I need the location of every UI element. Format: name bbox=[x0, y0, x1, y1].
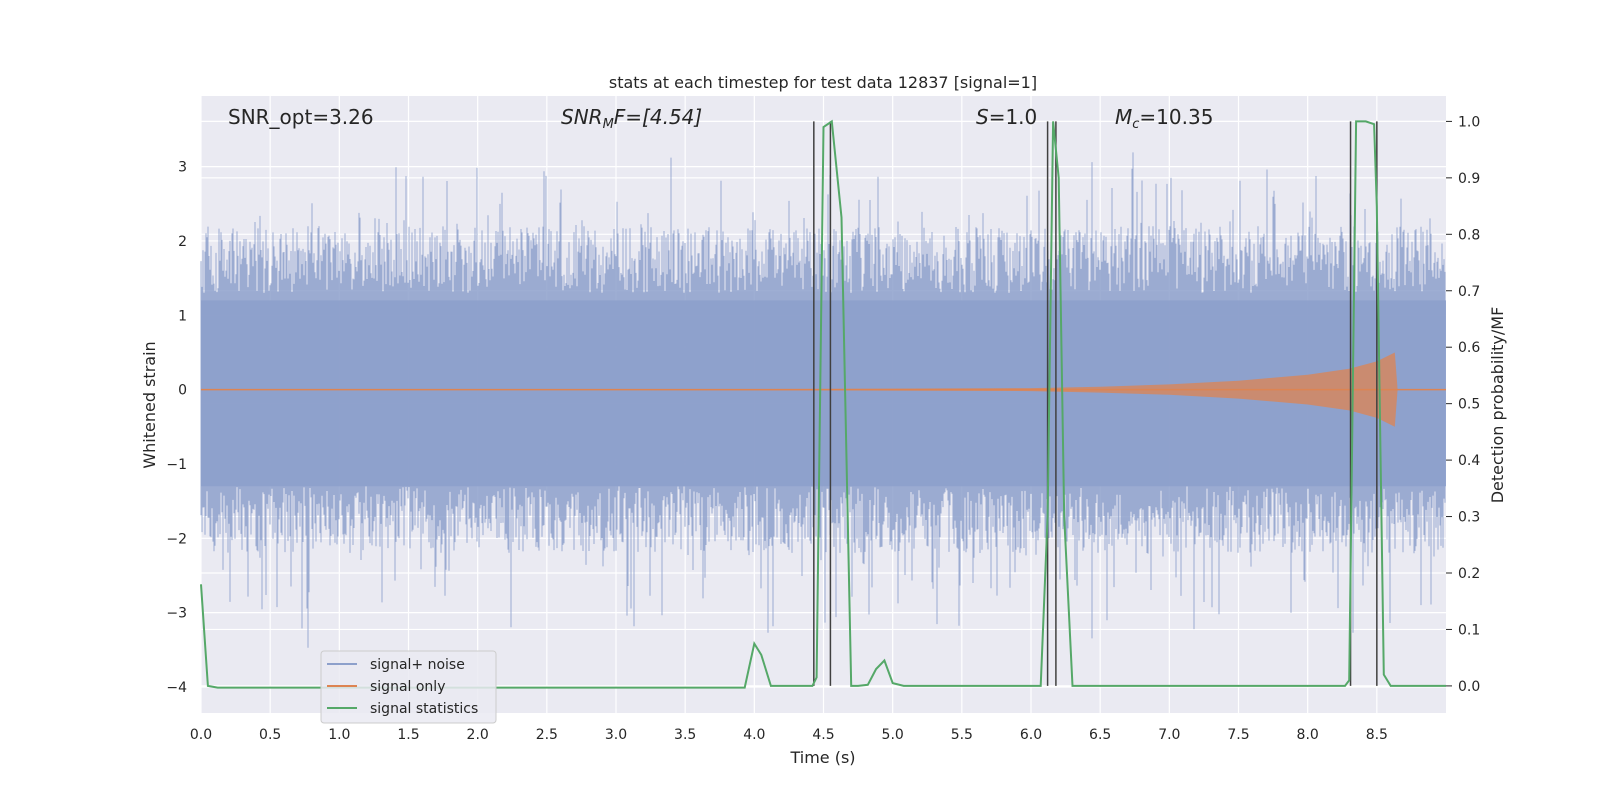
mc-value: =10.35 bbox=[1139, 105, 1213, 129]
right-y-tick-label: 0.9 bbox=[1458, 171, 1480, 187]
left-y-tick-label: −2 bbox=[166, 531, 187, 547]
x-tick-label: 6.0 bbox=[1020, 727, 1042, 743]
right-y-tick-label: 0.6 bbox=[1458, 340, 1480, 356]
x-tick-label: 3.5 bbox=[674, 727, 696, 743]
x-tick-label: 5.5 bbox=[951, 727, 973, 743]
right-y-tick-labels: 0.0 0.1 0.2 0.3 0.4 0.5 0.6 0.7 0.8 0.9 1.0 bbox=[1446, 114, 1480, 695]
x-tick-labels: 0.0 0.5 1.0 1.5 2.0 2.5 3.0 3.5 4.0 4.5 5.0 5.5 6.0 6… bbox=[190, 727, 1388, 743]
legend: signal+ noise signal only signal statist… bbox=[320, 650, 497, 724]
left-y-tick-label: 0 bbox=[178, 383, 187, 399]
right-y-tick-label: 0.7 bbox=[1458, 284, 1480, 300]
left-y-tick-label: 1 bbox=[178, 308, 187, 324]
x-tick-label: 7.0 bbox=[1158, 727, 1180, 743]
x-tick-label: 3.0 bbox=[605, 727, 627, 743]
right-y-tick-label: 1.0 bbox=[1458, 114, 1480, 130]
x-tick-label: 5.0 bbox=[882, 727, 904, 743]
left-y-tick-label: 3 bbox=[178, 160, 187, 176]
signal-statistics-series bbox=[200, 119, 1446, 689]
snr-opt-annotation: SNR_opt=3.26 bbox=[228, 105, 374, 129]
snr-mf-rest-f: F=[4.54] bbox=[614, 105, 702, 129]
mc-symbol: M bbox=[1115, 105, 1132, 129]
x-tick-label: 7.5 bbox=[1227, 727, 1249, 743]
right-y-tick-label: 0.2 bbox=[1458, 566, 1480, 582]
s-value: =1.0 bbox=[989, 105, 1038, 129]
x-tick-label: 1.0 bbox=[328, 727, 350, 743]
left-y-tick-label: −4 bbox=[166, 680, 187, 696]
x-tick-label: 6.5 bbox=[1089, 727, 1111, 743]
right-y-tick-label: 0.0 bbox=[1458, 679, 1480, 695]
right-y-tick-label: 0.5 bbox=[1458, 397, 1480, 413]
x-tick-label: 2.0 bbox=[467, 727, 489, 743]
mc-annotation: Mc=10.35 bbox=[1115, 105, 1213, 132]
left-y-tick-label: −3 bbox=[166, 606, 187, 622]
signal-only-series bbox=[201, 352, 1446, 427]
chart-title: stats at each timestep for test data 128… bbox=[609, 73, 1037, 92]
s-annotation: S=1.0 bbox=[976, 105, 1037, 129]
x-tick-label: 0.0 bbox=[190, 727, 212, 743]
snr-mf-annotation: SNRMF=[4.54] bbox=[561, 105, 702, 132]
x-tick-label: 0.5 bbox=[259, 727, 281, 743]
x-tick-label: 1.5 bbox=[397, 727, 419, 743]
legend-label-stats: signal statistics bbox=[370, 701, 478, 717]
x-tick-label: 2.5 bbox=[536, 727, 558, 743]
left-y-tick-label: −1 bbox=[166, 457, 187, 473]
x-tick-label: 4.5 bbox=[812, 727, 834, 743]
left-y-axis-label: Whitened strain bbox=[140, 341, 159, 468]
x-tick-label: 8.0 bbox=[1297, 727, 1319, 743]
right-y-axis-label: Detection probability/MF bbox=[1488, 307, 1507, 504]
legend-box bbox=[320, 650, 497, 724]
snr-mf-main: SNR bbox=[561, 105, 603, 129]
right-y-tick-label: 0.8 bbox=[1458, 227, 1480, 243]
statistics-line bbox=[200, 119, 1446, 689]
left-y-tick-labels: −4 −3 −2 −1 0 1 2 3 bbox=[166, 160, 187, 696]
legend-label-noise: signal+ noise bbox=[370, 657, 465, 673]
snr-mf-sub: M bbox=[603, 117, 614, 132]
legend-label-signal: signal only bbox=[370, 679, 445, 695]
right-y-tick-label: 0.3 bbox=[1458, 510, 1480, 526]
s-symbol: S bbox=[976, 105, 989, 129]
x-axis-label: Time (s) bbox=[789, 748, 855, 767]
x-tick-label: 8.5 bbox=[1366, 727, 1388, 743]
x-tick-label: 4.0 bbox=[743, 727, 765, 743]
right-y-tick-label: 0.1 bbox=[1458, 622, 1480, 638]
mc-subscript: c bbox=[1132, 117, 1139, 132]
left-y-tick-label: 2 bbox=[178, 234, 187, 250]
right-y-tick-label: 0.4 bbox=[1458, 453, 1480, 469]
